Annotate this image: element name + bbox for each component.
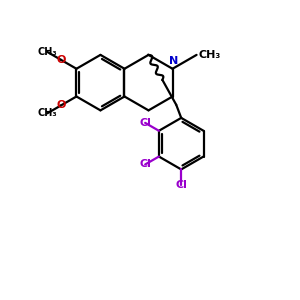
Text: N: N [169,56,178,66]
Text: Cl: Cl [139,118,151,128]
Text: Cl: Cl [139,160,151,170]
Text: O: O [56,55,66,65]
Text: CH₃: CH₃ [38,47,57,57]
Text: Cl: Cl [175,180,187,190]
Text: CH₃: CH₃ [199,50,221,60]
Text: CH₃: CH₃ [38,108,57,118]
Text: O: O [56,100,66,110]
